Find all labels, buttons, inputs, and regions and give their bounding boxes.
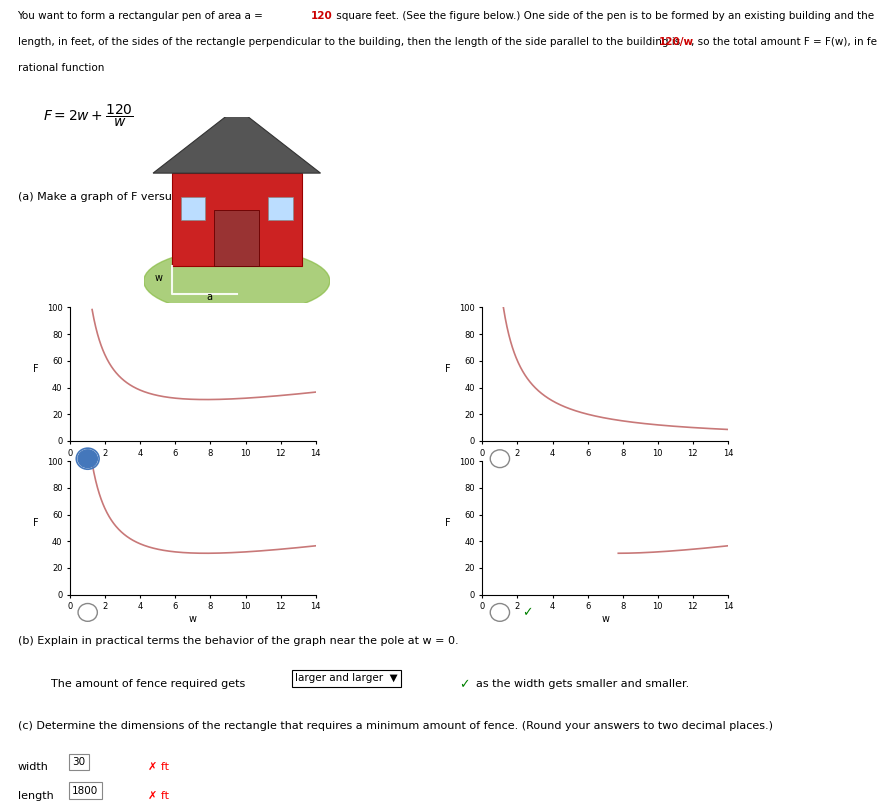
Text: You want to form a rectangular pen of area a =: You want to form a rectangular pen of ar… (18, 11, 267, 21)
Text: (b) Explain in practical terms the behavior of the graph near the pole at w = 0.: (b) Explain in practical terms the behav… (18, 636, 458, 646)
X-axis label: w: w (189, 614, 197, 624)
Polygon shape (153, 108, 320, 173)
Text: 120/w: 120/w (660, 37, 695, 47)
Text: 1800: 1800 (72, 786, 98, 795)
Text: (c) Determine the dimensions of the rectangle that requires a minimum amount of : (c) Determine the dimensions of the rect… (18, 721, 773, 731)
Y-axis label: F: F (32, 364, 39, 374)
Text: as the width gets smaller and smaller.: as the width gets smaller and smaller. (476, 679, 689, 688)
Text: 120: 120 (310, 11, 332, 21)
Y-axis label: F: F (445, 364, 451, 374)
X-axis label: w: w (601, 614, 610, 624)
Text: length: length (18, 790, 53, 801)
Ellipse shape (144, 248, 330, 314)
Text: $F = 2w + \dfrac{120}{w}$: $F = 2w + \dfrac{120}{w}$ (43, 103, 133, 129)
X-axis label: w: w (601, 460, 610, 470)
Text: ✓: ✓ (460, 679, 470, 692)
Bar (181, 197, 205, 220)
Bar (268, 197, 293, 220)
Bar (172, 173, 302, 266)
Y-axis label: F: F (445, 518, 451, 527)
Text: 30: 30 (72, 756, 85, 767)
Text: rational function: rational function (18, 63, 103, 74)
Text: ✗ ft: ✗ ft (148, 762, 169, 772)
Text: larger and larger  ▼: larger and larger ▼ (296, 673, 398, 684)
Text: length, in feet, of the sides of the rectangle perpendicular to the building, th: length, in feet, of the sides of the rec… (18, 37, 683, 47)
Text: ✓: ✓ (522, 606, 532, 619)
Text: The amount of fence required gets: The amount of fence required gets (51, 679, 249, 688)
Text: w: w (154, 273, 162, 283)
Text: width: width (18, 762, 48, 772)
X-axis label: w: w (189, 460, 197, 470)
Text: a: a (206, 292, 212, 302)
Text: , so the total amount F = F(w), in feet, of fence required is the: , so the total amount F = F(w), in feet,… (691, 37, 877, 47)
Text: (a) Make a graph of F versus w.: (a) Make a graph of F versus w. (18, 193, 192, 202)
Text: ✗ ft: ✗ ft (148, 790, 169, 801)
Bar (215, 210, 259, 266)
Text: square feet. (See the figure below.) One side of the pen is to be formed by an e: square feet. (See the figure below.) One… (333, 11, 877, 21)
Y-axis label: F: F (32, 518, 39, 527)
